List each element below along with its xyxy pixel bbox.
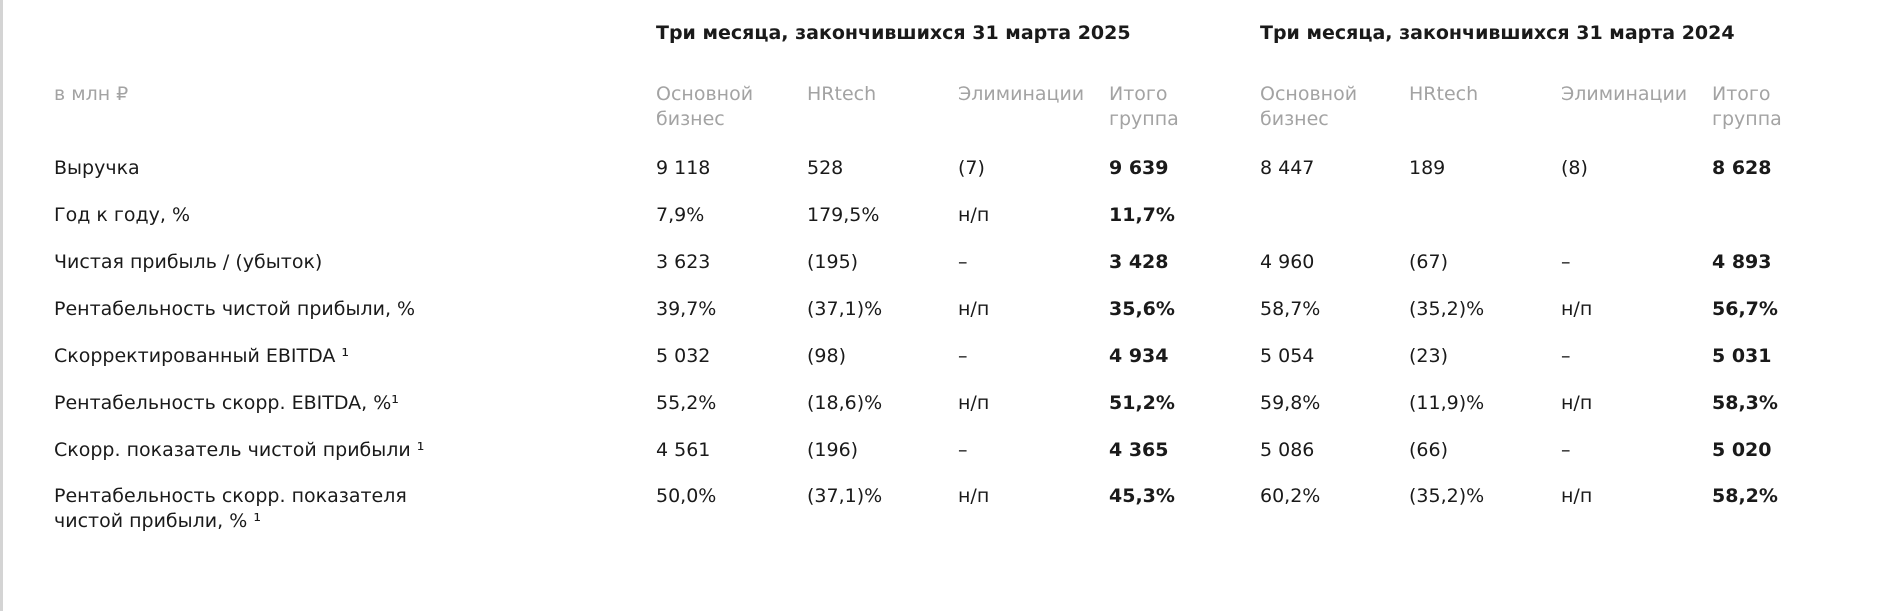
group-title: Три месяца, закончившихся 31 марта 2025 [656, 22, 1131, 44]
cell: 3 623 [656, 251, 711, 273]
column-header: Основной бизнес [1260, 83, 1358, 130]
cell: 8 447 [1260, 157, 1315, 179]
cell: 5 031 [1712, 345, 1772, 367]
cell: 55,2% [656, 392, 717, 414]
cell: н/п [958, 392, 990, 414]
cell: (8) [1561, 157, 1588, 179]
cell: – [1561, 439, 1571, 461]
cell: (11,9)% [1409, 392, 1485, 414]
cell: н/п [958, 485, 990, 507]
cell: 5 054 [1260, 345, 1315, 367]
column-header: HRtech [807, 83, 877, 105]
row-label: Рентабельность скорр. показателя чистой … [54, 485, 407, 532]
cell: (98) [807, 345, 847, 367]
cell: 5 020 [1712, 439, 1772, 461]
cell: (66) [1409, 439, 1449, 461]
cell: (196) [807, 439, 859, 461]
cell: 58,2% [1712, 485, 1778, 507]
column-header: Итого группа [1109, 83, 1179, 130]
cell: (23) [1409, 345, 1449, 367]
cell: (67) [1409, 251, 1449, 273]
cell: 4 960 [1260, 251, 1315, 273]
cell: 35,6% [1109, 298, 1175, 320]
cell: (18,6)% [807, 392, 883, 414]
row-label: Чистая прибыль / (убыток) [54, 251, 323, 273]
unit-label: в млн ₽ [54, 83, 129, 105]
cell: – [1561, 251, 1571, 273]
row-label: Рентабельность чистой прибыли, % [54, 298, 416, 320]
cell: 5 086 [1260, 439, 1315, 461]
cell: 4 561 [656, 439, 711, 461]
cell: (7) [958, 157, 985, 179]
cell: – [958, 439, 968, 461]
cell: 11,7% [1109, 204, 1175, 226]
cell: (195) [807, 251, 859, 273]
cell: (37,1)% [807, 485, 883, 507]
cell: 8 628 [1712, 157, 1772, 179]
cell: 39,7% [656, 298, 717, 320]
row-label: Скорр. показатель чистой прибыли ¹ [54, 439, 425, 461]
cell: н/п [1561, 298, 1593, 320]
column-header: HRtech [1409, 83, 1479, 105]
cell: н/п [958, 204, 990, 226]
cell: н/п [1561, 392, 1593, 414]
cell: (35,2)% [1409, 485, 1485, 507]
row-label: Рентабельность скорр. EBITDA, %¹ [54, 392, 399, 414]
cell: 4 365 [1109, 439, 1169, 461]
cell: 4 893 [1712, 251, 1772, 273]
cell: 189 [1409, 157, 1446, 179]
cell: н/п [1561, 485, 1593, 507]
cell: – [958, 345, 968, 367]
cell: 45,3% [1109, 485, 1175, 507]
cell: 50,0% [656, 485, 717, 507]
cell: 51,2% [1109, 392, 1175, 414]
cell: (35,2)% [1409, 298, 1485, 320]
cell: 58,3% [1712, 392, 1778, 414]
cell: – [1561, 345, 1571, 367]
group-title: Три месяца, закончившихся 31 марта 2024 [1260, 22, 1735, 44]
cell: 5 032 [656, 345, 711, 367]
cell: 58,7% [1260, 298, 1321, 320]
column-header: Элиминации [1561, 83, 1688, 105]
column-header: Итого группа [1712, 83, 1782, 130]
column-header: Основной бизнес [656, 83, 754, 130]
cell: 7,9% [656, 204, 705, 226]
row-label: Скорректированный EBITDA ¹ [54, 345, 350, 367]
left-border [0, 0, 3, 611]
column-header: Элиминации [958, 83, 1085, 105]
cell: 3 428 [1109, 251, 1169, 273]
cell: 4 934 [1109, 345, 1169, 367]
cell: (37,1)% [807, 298, 883, 320]
row-label: Год к году, % [54, 204, 191, 226]
cell: 9 118 [656, 157, 711, 179]
cell: н/п [958, 298, 990, 320]
cell: 9 639 [1109, 157, 1169, 179]
cell: 179,5% [807, 204, 880, 226]
cell: 528 [807, 157, 844, 179]
cell: – [958, 251, 968, 273]
cell: 59,8% [1260, 392, 1321, 414]
cell: 60,2% [1260, 485, 1321, 507]
cell: 56,7% [1712, 298, 1778, 320]
row-label: Выручка [54, 157, 140, 179]
